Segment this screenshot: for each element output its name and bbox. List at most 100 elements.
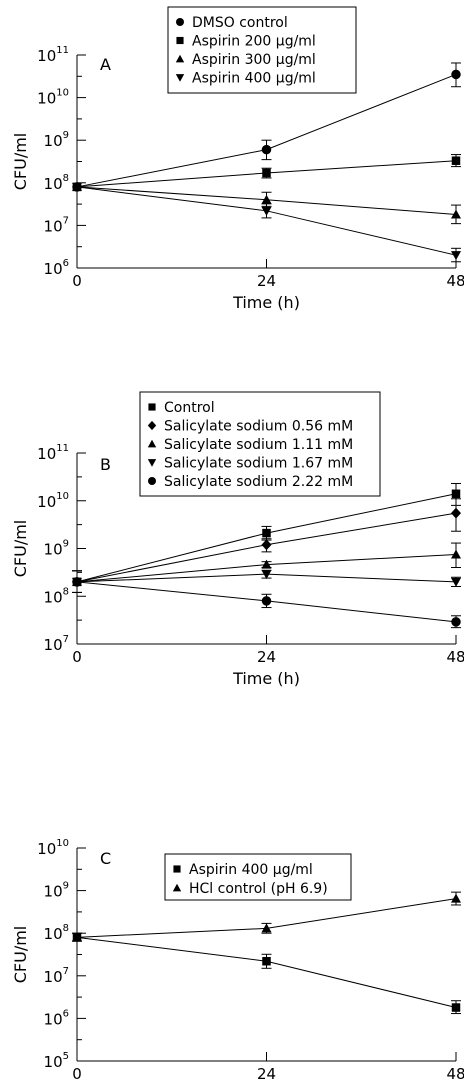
y-tick-exponent: 10 — [56, 491, 69, 502]
legend-label: Salicylate sodium 0.56 mM — [164, 419, 353, 435]
series-triangle-down — [72, 569, 461, 593]
y-tick-base: 10 — [44, 925, 63, 943]
y-tick-base: 10 — [44, 588, 63, 606]
data-point — [451, 893, 461, 903]
data-point — [451, 69, 461, 80]
x-tick-label: 48 — [446, 272, 464, 290]
y-tick-exponent: 6 — [63, 258, 69, 269]
data-point — [451, 1003, 461, 1012]
data-point — [451, 489, 461, 499]
y-tick-exponent: 11 — [56, 443, 69, 454]
legend-label: Aspirin 400 µg/ml — [192, 71, 316, 87]
data-point — [261, 923, 272, 933]
x-axis-title: Time (h) — [232, 669, 300, 688]
panel-label: B — [100, 455, 111, 474]
y-tick-label: 105 — [44, 1051, 69, 1071]
legend: Control Salicylate sodium 0.56 mM Salicyla… — [139, 391, 381, 497]
panel-label: A — [100, 55, 111, 74]
y-tick-exponent: 10 — [56, 88, 69, 99]
y-tick-label: 1010 — [37, 88, 69, 108]
series-triangle-down — [72, 182, 461, 263]
y-axis-title: CFU/ml — [11, 133, 30, 191]
series-line — [76, 936, 457, 1009]
data-point — [261, 559, 272, 569]
legend-marker-triangle-down — [147, 459, 157, 467]
legend-marker-triangle-up — [172, 883, 182, 892]
legend-marker-triangle-up — [175, 54, 185, 63]
y-tick-base: 10 — [44, 1053, 63, 1071]
panel-label: C — [100, 849, 111, 868]
y-tick-label: 109 — [44, 539, 69, 559]
data-point — [261, 144, 272, 155]
y-tick-base: 10 — [44, 541, 63, 559]
data-point — [262, 168, 271, 178]
y-tick-exponent: 7 — [63, 215, 69, 226]
y-tick-label: 109 — [44, 130, 69, 150]
legend-box — [164, 853, 352, 901]
y-tick-exponent: 7 — [63, 634, 69, 645]
data-point — [261, 539, 272, 551]
legend-marker-circle — [148, 477, 156, 485]
y-tick-exponent: 8 — [63, 586, 69, 597]
axes — [76, 452, 457, 645]
y-tick-base: 10 — [44, 175, 63, 193]
x-axis-title: Time (h) — [232, 293, 300, 312]
y-tick-label: 1010 — [37, 838, 69, 858]
y-tick-label: 108 — [44, 923, 69, 943]
y-tick-exponent: 8 — [63, 923, 69, 934]
data-point — [72, 932, 82, 942]
y-tick-label: 108 — [44, 173, 69, 193]
data-point — [261, 194, 272, 204]
y-tick-base: 10 — [37, 90, 56, 108]
data-point — [451, 507, 461, 519]
y-tick-label: 107 — [44, 215, 69, 235]
y-tick-exponent: 9 — [63, 881, 69, 892]
data-point — [451, 617, 461, 627]
data-point — [262, 528, 271, 538]
y-tick-exponent: 10 — [56, 838, 69, 849]
legend-marker-triangle-down — [175, 74, 185, 82]
data-point — [72, 182, 82, 192]
legend-marker-square — [148, 403, 156, 411]
axes — [76, 54, 457, 269]
data-point — [451, 251, 461, 261]
y-tick-label: 107 — [44, 966, 69, 986]
y-tick-base: 10 — [37, 445, 56, 463]
y-tick-base: 10 — [44, 217, 63, 235]
y-tick-base: 10 — [44, 1010, 63, 1028]
legend-box — [167, 6, 357, 94]
y-tick-base: 10 — [44, 636, 63, 654]
y-tick-label: 109 — [44, 881, 69, 901]
y-tick-label: 1011 — [37, 45, 69, 65]
x-tick-label: 48 — [446, 1065, 464, 1083]
legend-label: Salicylate sodium 2.22 mM — [164, 474, 353, 490]
y-tick-label: 1011 — [37, 443, 69, 463]
series-circle — [72, 570, 461, 629]
x-tick-label: 0 — [72, 272, 82, 290]
y-axis-title: CFU/ml — [11, 520, 30, 578]
y-tick-base: 10 — [44, 132, 63, 150]
y-tick-base: 10 — [44, 883, 63, 901]
legend-label: Salicylate sodium 1.11 mM — [164, 437, 353, 453]
legend-marker-square — [176, 36, 184, 45]
y-tick-exponent: 9 — [63, 539, 69, 550]
x-tick-label: 0 — [72, 1065, 82, 1083]
y-tick-label: 107 — [44, 634, 69, 654]
legend: DMSO control Aspirin 200 µg/ml Aspirin 300… — [167, 6, 357, 94]
axes — [76, 847, 457, 1062]
data-point — [451, 156, 461, 165]
legend-label: Salicylate sodium 1.67 mM — [164, 456, 353, 472]
y-tick-base: 10 — [44, 260, 63, 278]
legend-label: Control — [164, 400, 215, 416]
y-tick-exponent: 11 — [56, 45, 69, 56]
series-triangle-up — [72, 891, 461, 942]
series-square — [72, 932, 461, 1015]
y-tick-base: 10 — [37, 840, 56, 858]
y-tick-label: 106 — [44, 258, 69, 278]
legend: Aspirin 400 µg/ml HCl control (pH 6.9) — [164, 853, 352, 901]
chart-panel-c: 105106107108109101002448Time (h)CFU/mlCA… — [11, 838, 464, 1083]
data-point — [261, 596, 272, 606]
data-point — [72, 577, 82, 587]
